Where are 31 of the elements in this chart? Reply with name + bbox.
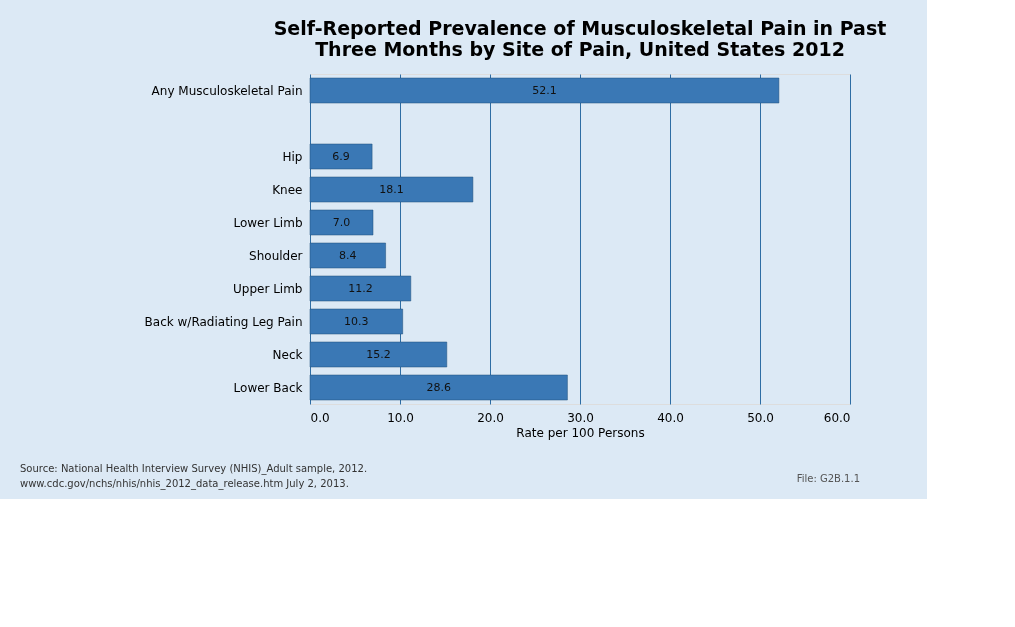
text: File: G2B.1.1 xyxy=(796,473,860,484)
x-tick-label: 0.0 xyxy=(310,410,330,425)
x-axis-title: Rate per 100 Persons xyxy=(516,425,645,440)
y-tick-label: Knee xyxy=(272,182,303,197)
data-label: 8.4 xyxy=(339,248,357,262)
text: Self-Reported Prevalence of Musculoskeletal Pain in Past xyxy=(273,17,887,39)
y-tick-label: Lower Limb xyxy=(233,215,303,230)
source-note: Source: National Health Interview Survey (NHIS)_Adult sample, 2012. xyxy=(20,463,368,475)
y-tick-label: Lower Back xyxy=(233,380,303,395)
x-tick-label: 50.0 xyxy=(747,410,774,425)
text: www.cdc.gov/nchs/nhis/nhis_2012_data_release.htm July 2, 2013. xyxy=(20,478,349,490)
y-tick-label: Upper Limb xyxy=(233,281,303,296)
data-label: 11.2 xyxy=(348,281,373,295)
text: Three Months by Site of Pain, United States 2012 xyxy=(315,38,845,60)
data-label: 15.2 xyxy=(366,347,391,361)
y-tick-label: Any Musculoskeletal Pain xyxy=(151,83,303,98)
y-tick-label: Back w/Radiating Leg Pain xyxy=(144,314,303,329)
x-tick-label: 60.0 xyxy=(823,410,851,425)
y-tick-label: Shoulder xyxy=(249,248,303,263)
data-label: 6.9 xyxy=(332,149,350,163)
data-label: 7.0 xyxy=(332,215,351,229)
x-tick-label: 10.0 xyxy=(387,410,414,425)
x-tick-label: 30.0 xyxy=(567,410,594,425)
x-tick-label: 40.0 xyxy=(657,410,684,425)
y-tick-label: Hip xyxy=(282,149,303,164)
data-label: 28.6 xyxy=(426,380,451,394)
y-tick-label: Neck xyxy=(272,347,303,362)
data-label: 52.1 xyxy=(532,83,557,97)
data-label: 10.3 xyxy=(344,314,369,328)
x-tick-label: 20.0 xyxy=(477,410,504,425)
data-label: 18.1 xyxy=(379,182,404,196)
